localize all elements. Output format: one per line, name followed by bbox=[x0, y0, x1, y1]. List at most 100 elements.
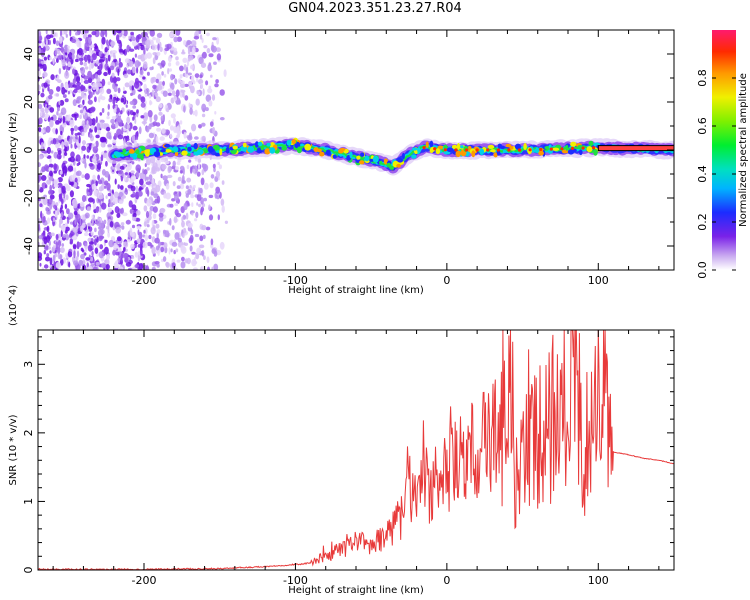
noise-speck bbox=[120, 110, 123, 115]
ridge-blob bbox=[593, 148, 598, 156]
ridge-blob bbox=[187, 146, 192, 152]
noise-speck bbox=[81, 90, 85, 99]
noise-speck bbox=[64, 98, 69, 103]
noise-speck bbox=[77, 141, 81, 150]
ridge-blob bbox=[247, 146, 255, 153]
noise-speck bbox=[56, 178, 59, 184]
noise-speck bbox=[155, 78, 159, 84]
noise-speck bbox=[201, 122, 206, 127]
ridge-peak-dot bbox=[549, 147, 553, 151]
noise-speck bbox=[46, 217, 51, 224]
noise-speck bbox=[118, 191, 124, 198]
noise-speck bbox=[105, 226, 110, 230]
noise-speck bbox=[67, 52, 73, 59]
ridge-blob bbox=[535, 147, 539, 152]
noise-speck bbox=[175, 213, 182, 218]
noise-speck bbox=[96, 243, 100, 248]
noise-speck bbox=[42, 71, 48, 78]
top-x-tick-label: -100 bbox=[283, 274, 308, 287]
noise-speck bbox=[135, 137, 139, 140]
noise-speck bbox=[87, 34, 92, 38]
noise-speck bbox=[38, 103, 43, 109]
noise-speck bbox=[219, 89, 225, 96]
noise-speck bbox=[168, 247, 171, 255]
noise-speck bbox=[64, 71, 70, 79]
noise-speck bbox=[152, 206, 158, 213]
noise-speck bbox=[137, 244, 142, 248]
noise-speck bbox=[79, 104, 84, 108]
noise-speck bbox=[83, 61, 87, 67]
noise-speck bbox=[176, 185, 181, 190]
top-x-axis-label: Height of straight line (km) bbox=[288, 285, 424, 296]
noise-speck bbox=[55, 241, 59, 250]
ridge-peak-dot bbox=[443, 148, 447, 152]
noise-speck bbox=[156, 167, 160, 172]
noise-speck bbox=[130, 243, 135, 250]
noise-speck bbox=[55, 234, 59, 240]
noise-speck bbox=[188, 81, 193, 87]
ridge-blob bbox=[286, 139, 292, 146]
noise-speck bbox=[195, 211, 199, 218]
noise-speck bbox=[58, 222, 62, 228]
noise-speck bbox=[57, 135, 62, 141]
noise-speck bbox=[90, 125, 95, 130]
noise-speck bbox=[83, 79, 90, 84]
noise-speck bbox=[55, 40, 60, 46]
ridge-blob bbox=[446, 147, 454, 152]
noise-speck bbox=[203, 45, 208, 49]
noise-speck bbox=[88, 85, 92, 89]
ridge-blob bbox=[389, 165, 395, 170]
noise-speck bbox=[93, 238, 97, 246]
noise-speck bbox=[224, 220, 228, 224]
noise-speck bbox=[179, 120, 183, 125]
ridge-blob bbox=[364, 155, 370, 162]
noise-speck bbox=[208, 194, 214, 199]
noise-speck bbox=[151, 178, 155, 184]
noise-speck bbox=[212, 126, 216, 135]
noise-speck bbox=[39, 262, 42, 267]
noise-speck bbox=[183, 40, 187, 46]
noise-speck bbox=[117, 266, 124, 270]
noise-speck bbox=[189, 234, 194, 243]
noise-speck bbox=[173, 216, 178, 224]
noise-speck bbox=[86, 262, 89, 268]
noise-speck bbox=[180, 80, 185, 84]
ridge-blob bbox=[505, 143, 512, 148]
noise-speck bbox=[154, 261, 160, 265]
noise-speck bbox=[129, 208, 134, 214]
noise-speck bbox=[76, 162, 80, 167]
noise-speck bbox=[130, 175, 137, 181]
noise-speck bbox=[114, 132, 117, 140]
noise-speck bbox=[100, 121, 104, 130]
noise-speck bbox=[200, 82, 204, 90]
noise-speck bbox=[112, 97, 116, 105]
noise-speck bbox=[92, 174, 96, 180]
noise-speck bbox=[92, 203, 96, 210]
noise-speck bbox=[40, 129, 45, 134]
noise-speck bbox=[119, 48, 124, 53]
ridge-blob bbox=[493, 152, 498, 158]
noise-speck bbox=[43, 56, 48, 61]
noise-speck bbox=[109, 221, 114, 228]
noise-speck bbox=[190, 194, 195, 199]
noise-speck bbox=[116, 116, 122, 123]
noise-speck bbox=[73, 182, 78, 188]
noise-speck bbox=[49, 250, 52, 254]
noise-speck bbox=[87, 191, 90, 196]
noise-speck bbox=[45, 39, 48, 47]
noise-speck bbox=[134, 251, 139, 258]
noise-speck bbox=[38, 35, 43, 42]
noise-speck bbox=[139, 69, 144, 76]
noise-speck bbox=[176, 125, 180, 132]
noise-speck bbox=[100, 154, 104, 162]
noise-speck bbox=[69, 238, 74, 244]
noise-speck bbox=[57, 106, 60, 112]
noise-speck bbox=[137, 34, 142, 40]
noise-speck bbox=[155, 37, 161, 44]
noise-speck bbox=[189, 245, 193, 252]
noise-speck bbox=[183, 227, 187, 234]
noise-speck bbox=[217, 161, 220, 166]
noise-speck bbox=[158, 212, 164, 218]
noise-speck bbox=[52, 254, 56, 263]
noise-speck bbox=[162, 175, 168, 181]
